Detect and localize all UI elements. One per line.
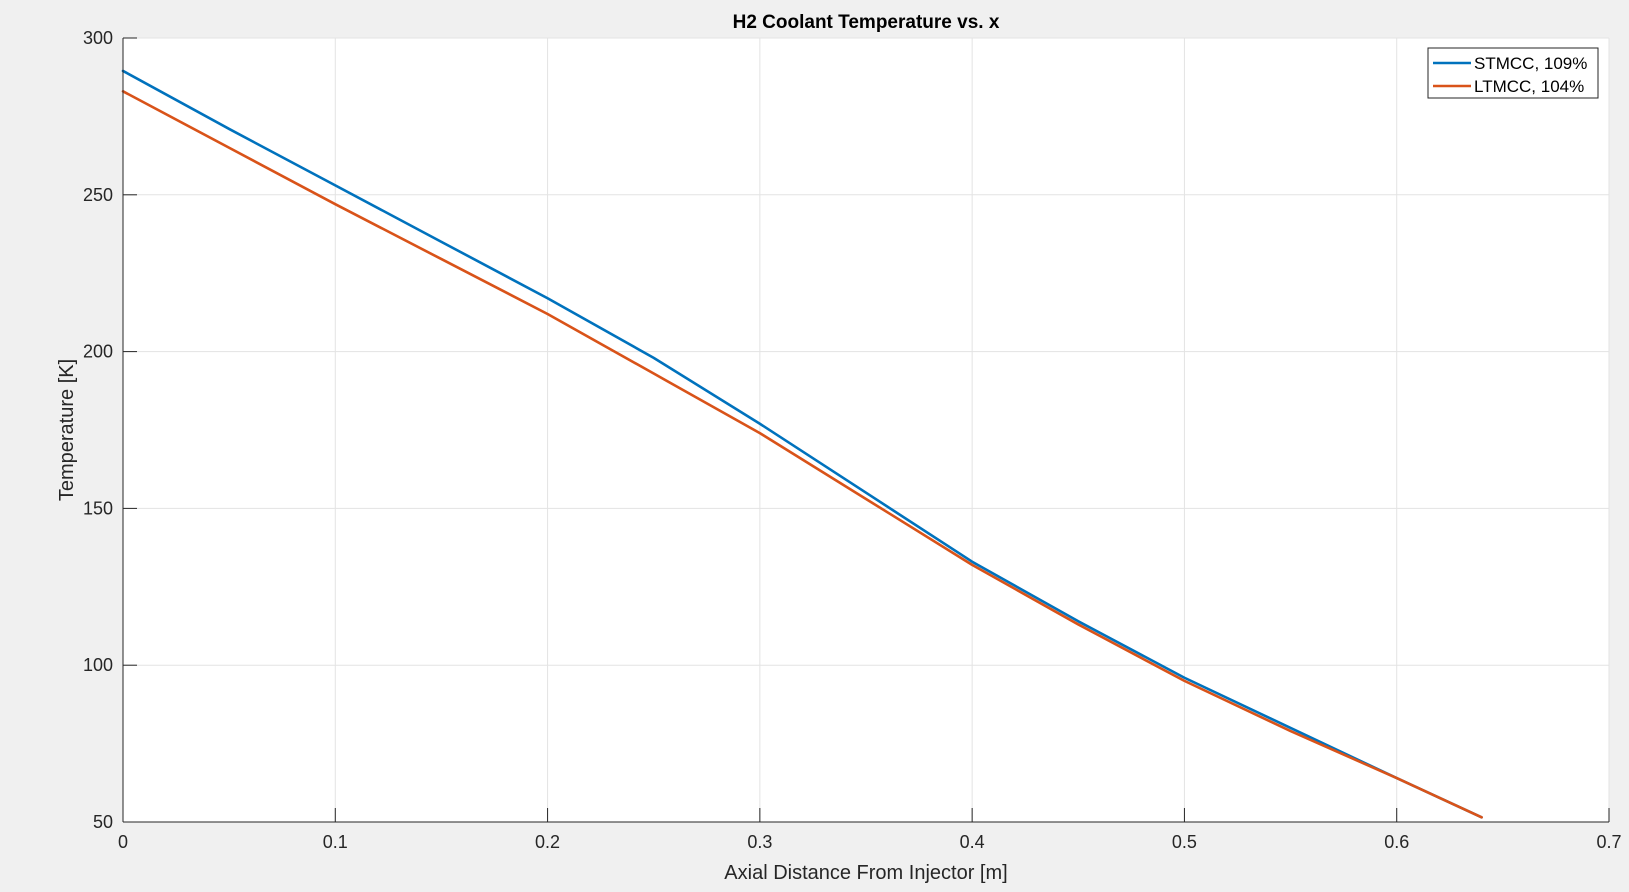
y-tick-label: 250 <box>83 185 113 205</box>
x-tick-label: 0.3 <box>747 832 772 852</box>
y-tick-label: 100 <box>83 655 113 675</box>
y-tick-label: 50 <box>93 812 113 832</box>
x-tick-label: 0 <box>118 832 128 852</box>
x-tick-label: 0.5 <box>1172 832 1197 852</box>
x-axis-label: Axial Distance From Injector [m] <box>724 862 1007 884</box>
y-tick-label: 150 <box>83 498 113 518</box>
grid-lines <box>123 37 1610 822</box>
series-line-2 <box>121 90 1483 819</box>
y-tick-label: 200 <box>83 342 113 362</box>
legend-label-1: STMCC, 109% <box>1474 54 1587 73</box>
axes-frame <box>122 38 1609 823</box>
y-tick-label: 300 <box>83 28 113 48</box>
ticks: 0 0.1 0.2 0.3 0.4 0.5 0.6 0.7 50 100 150 200 250 300 <box>83 28 1622 852</box>
x-tick-label: 0.1 <box>323 832 348 852</box>
x-tick-label: 0.4 <box>960 832 985 852</box>
chart-title: H2 Coolant Temperature vs. x <box>733 12 1000 33</box>
series-layer <box>121 69 1483 819</box>
x-tick-label: 0.7 <box>1596 832 1621 852</box>
legend: STMCC, 109% LTMCC, 104% <box>1427 47 1599 99</box>
x-tick-label: 0.6 <box>1384 832 1409 852</box>
legend-box <box>1427 47 1599 99</box>
series-line-1 <box>121 69 1483 819</box>
legend-label-2: LTMCC, 104% <box>1474 77 1584 96</box>
plot-area <box>123 38 1609 822</box>
x-tick-label: 0.2 <box>535 832 560 852</box>
y-axis-label: Temperature [K] <box>56 359 78 501</box>
